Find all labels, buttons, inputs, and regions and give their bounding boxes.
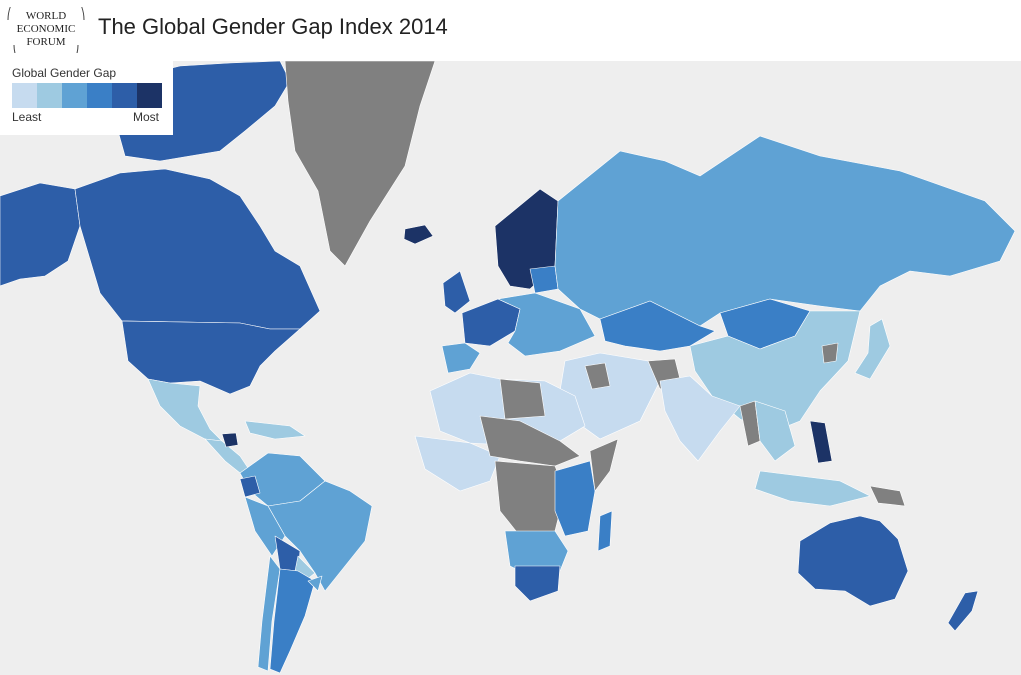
region-ecuador[interactable] (239, 475, 261, 498)
region-papua-new-guinea[interactable] (869, 485, 906, 507)
legend-high-label: Most (133, 110, 160, 124)
region-libya[interactable] (499, 378, 546, 420)
page-title: The Global Gender Gap Index 2014 (98, 14, 448, 39)
region-nicaragua[interactable] (221, 432, 239, 448)
region-central-africa[interactable] (494, 460, 566, 537)
map-svg[interactable] (0, 61, 1021, 675)
legend-swatch-3 (62, 83, 87, 108)
region-canada[interactable] (74, 168, 321, 330)
region-philippines[interactable] (809, 420, 833, 464)
region-east-africa[interactable] (554, 460, 596, 537)
region-ireland-uk[interactable] (442, 270, 471, 314)
region-southeast-asia[interactable] (754, 400, 796, 462)
legend-swatch-2 (37, 83, 62, 108)
region-south-africa[interactable] (514, 565, 561, 602)
region-iberia[interactable] (441, 342, 481, 374)
region-argentina[interactable] (269, 568, 316, 674)
region-brazil[interactable] (267, 480, 373, 592)
region-usa[interactable] (121, 320, 301, 395)
region-australia[interactable] (797, 515, 909, 607)
legend-swatch-6 (137, 83, 162, 108)
legend-swatch-4 (87, 83, 112, 108)
header-bar: WORLD ECONOMIC FORUM The Global Gender G… (0, 0, 1021, 61)
region-russia[interactable] (554, 135, 1016, 327)
region-southern-africa[interactable] (504, 530, 569, 577)
region-sahel[interactable] (479, 415, 581, 467)
region-west-africa[interactable] (414, 435, 501, 492)
world-map[interactable] (0, 61, 1021, 675)
region-somalia[interactable] (589, 438, 619, 492)
region-indonesia[interactable] (754, 470, 871, 507)
region-alaska[interactable] (0, 182, 81, 287)
wef-logo: WORLD ECONOMIC FORUM (7, 7, 85, 53)
region-madagascar[interactable] (597, 510, 613, 552)
legend-swatch-1 (12, 83, 37, 108)
region-iraq[interactable] (584, 362, 611, 390)
region-japan[interactable] (854, 318, 891, 380)
region-south-asia[interactable] (659, 375, 741, 462)
legend-color-scale (12, 83, 162, 108)
region-uruguay[interactable] (307, 575, 323, 592)
logo-line-3: FORUM (26, 36, 65, 48)
logo-line-1: WORLD (26, 10, 66, 22)
legend-swatch-5 (112, 83, 137, 108)
region-new-zealand[interactable] (947, 590, 979, 632)
region-caribbean[interactable] (244, 420, 306, 440)
legend-title: Global Gender Gap (12, 66, 117, 80)
region-eastern-europe[interactable] (497, 292, 596, 357)
logo-line-2: ECONOMIC (17, 23, 76, 35)
legend: Global Gender Gap Least Most (0, 61, 173, 135)
region-baltics[interactable] (529, 265, 559, 294)
region-north-korea[interactable] (821, 342, 839, 364)
region-mexico[interactable] (147, 378, 223, 442)
legend-low-label: Least (12, 110, 42, 124)
region-iceland[interactable] (403, 224, 434, 245)
region-greenland[interactable] (284, 61, 436, 267)
